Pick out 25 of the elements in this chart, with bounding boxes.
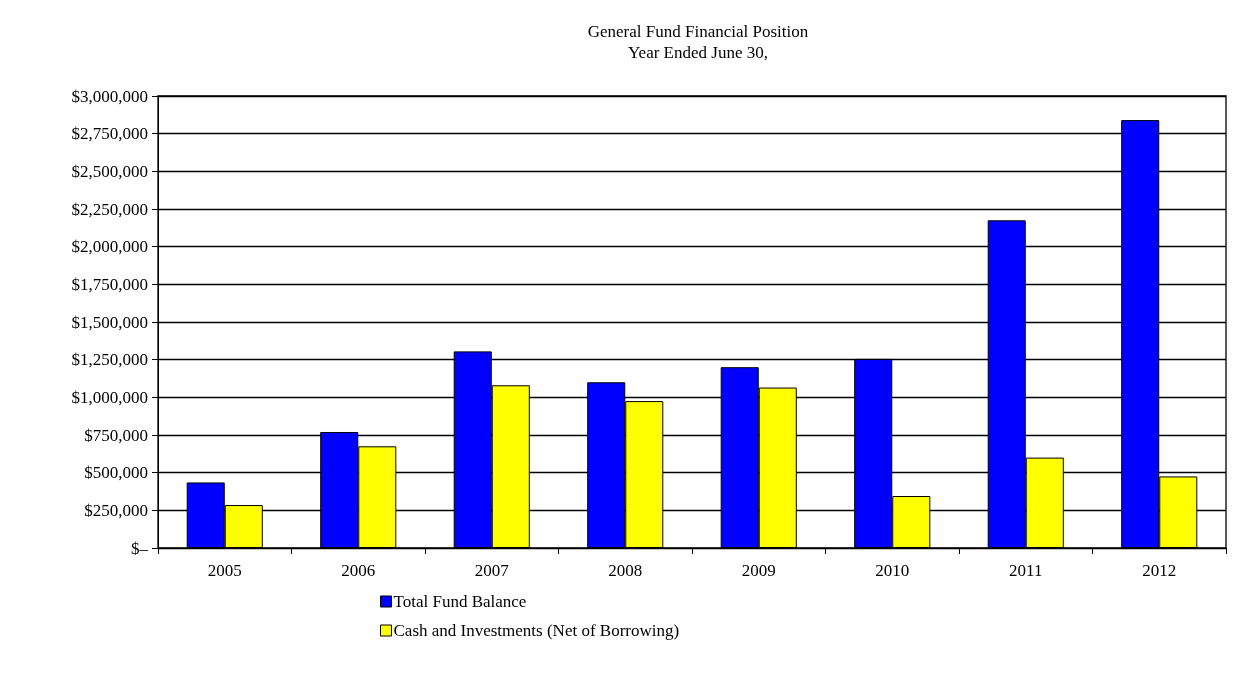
y-tick-label: $3,000,000 — [71, 86, 148, 106]
y-tick-label: $1,500,000 — [71, 312, 148, 332]
x-tick-label: 2007 — [474, 561, 510, 580]
chart-subtitle: Year Ended June 30, — [628, 43, 768, 62]
y-tick-label: $1,250,000 — [71, 350, 148, 370]
y-tick-label: $2,750,000 — [71, 124, 148, 144]
y-tick-label: $2,000,000 — [71, 237, 148, 257]
x-tick-label: 2006 — [341, 561, 376, 580]
y-tick-label: $750,000 — [84, 425, 148, 445]
x-tick-label: 2010 — [875, 561, 910, 580]
legend-label: Cash and Investments (Net of Borrowing) — [393, 621, 680, 640]
y-tick-label: $– — [131, 538, 149, 558]
y-tick-label: $1,000,000 — [71, 387, 148, 407]
x-tick-label: 2005 — [207, 561, 242, 580]
y-tick-label: $2,250,000 — [71, 199, 148, 219]
x-tick-label: 2011 — [1009, 561, 1043, 580]
y-tick-label: $2,500,000 — [71, 161, 148, 181]
chart-title: General Fund Financial Position — [587, 22, 809, 41]
x-tick-label: 2008 — [608, 561, 643, 580]
legend-label: Total Fund Balance — [393, 592, 527, 611]
y-tick-label: $500,000 — [84, 463, 148, 483]
x-tick-label: 2012 — [1142, 561, 1177, 580]
x-tick-label: 2009 — [741, 561, 776, 580]
y-tick-label: $1,750,000 — [71, 274, 148, 294]
y-tick-label: $250,000 — [84, 500, 148, 520]
